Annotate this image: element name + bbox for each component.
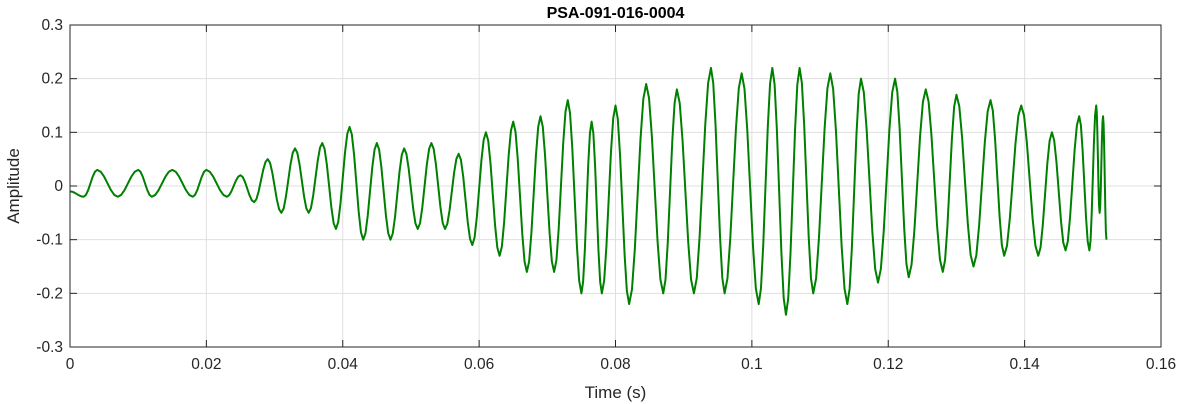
axis-ticks: 0 0.02 0.04 0.06 0.08 0.1 0.12 0.14 0.16 -0.3 -0.2… (36, 17, 1176, 373)
x-tick-label: 0.08 (600, 356, 630, 373)
y-tick-label: 0 (54, 178, 63, 195)
amplitude-line (69, 66, 1108, 316)
y-tick-label: -0.1 (36, 232, 63, 249)
x-tick-label: 0 (66, 356, 75, 373)
x-tick-label: 0.16 (1146, 356, 1176, 373)
x-tick-label: 0.06 (464, 356, 494, 373)
series-layer (69, 66, 1108, 316)
x-tick-label: 0.12 (873, 356, 903, 373)
x-tick-label: 0.02 (191, 356, 221, 373)
chart-title: PSA-091-016-0004 (547, 5, 685, 22)
y-tick-label: 0.2 (41, 71, 63, 88)
x-tick-label: 0.04 (328, 356, 359, 373)
x-tick-label: 0.1 (741, 356, 763, 373)
x-tick-label: 0.14 (1010, 356, 1041, 373)
y-tick-label: 0.3 (41, 17, 63, 34)
y-axis-label: Amplitude (4, 148, 23, 224)
x-axis-label: Time (s) (585, 383, 647, 402)
y-tick-label: -0.3 (36, 339, 63, 356)
y-tick-label: 0.1 (41, 124, 63, 141)
y-tick-label: -0.2 (36, 285, 63, 302)
